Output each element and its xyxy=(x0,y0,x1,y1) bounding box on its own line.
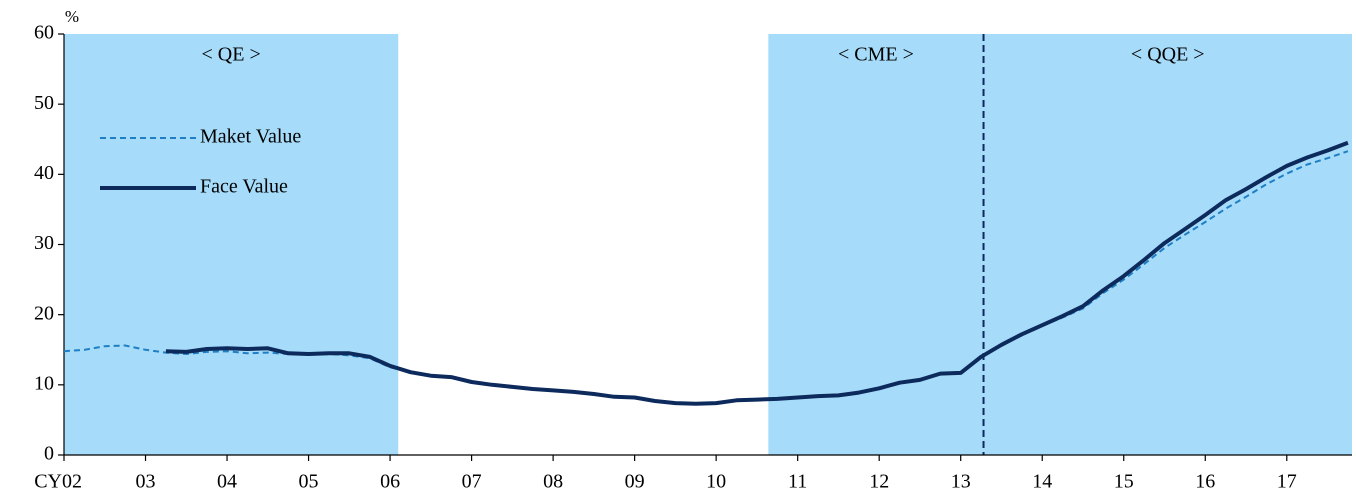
x-tick-label: 08 xyxy=(543,471,563,493)
y-tick-label: 40 xyxy=(34,162,54,184)
legend-label: Maket Value xyxy=(200,126,301,148)
x-tick-label: 10 xyxy=(706,471,726,493)
x-tick-label: 05 xyxy=(299,471,319,493)
x-tick-label: 11 xyxy=(788,471,807,493)
period-band xyxy=(768,34,984,455)
x-tick-label: 15 xyxy=(1114,471,1134,493)
x-tick-label: 12 xyxy=(869,471,889,493)
x-tick-label: 04 xyxy=(217,471,237,493)
x-tick-label: 17 xyxy=(1277,471,1297,493)
y-tick-label: 30 xyxy=(34,232,54,254)
y-tick-label: 60 xyxy=(34,22,54,44)
x-tick-label: 06 xyxy=(380,471,400,493)
x-tick-label: 09 xyxy=(625,471,645,493)
y-tick-label: 0 xyxy=(44,443,54,465)
x-tick-label: 07 xyxy=(462,471,482,493)
x-tick-label: 14 xyxy=(1032,471,1052,493)
period-label: < QQE > xyxy=(1131,44,1205,66)
x-tick-label: 16 xyxy=(1195,471,1215,493)
period-label: < QE > xyxy=(202,44,261,66)
y-tick-label: 50 xyxy=(34,92,54,114)
period-label: < CME > xyxy=(838,44,914,66)
x-tick-label: 13 xyxy=(951,471,971,493)
y-unit: % xyxy=(65,7,79,26)
x-tick-label: 03 xyxy=(136,471,156,493)
period-band xyxy=(983,34,1352,455)
x-tick-label: CY02 xyxy=(34,471,82,493)
legend-label: Face Value xyxy=(200,176,288,198)
y-tick-label: 10 xyxy=(34,372,54,394)
y-tick-label: 20 xyxy=(34,302,54,324)
series-line xyxy=(165,140,1349,406)
series-line xyxy=(63,150,1349,405)
period-band xyxy=(64,34,399,455)
